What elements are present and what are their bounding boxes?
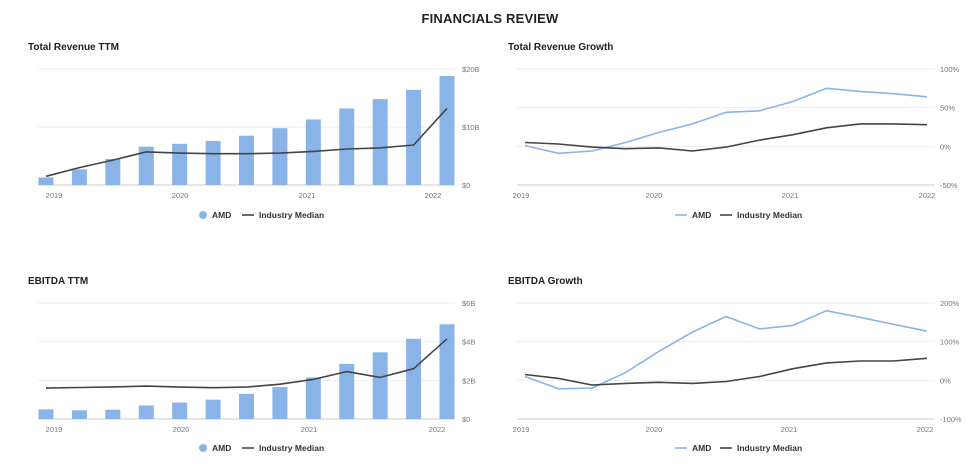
x-tick-label: 2021 [782,191,799,200]
legend-label-amd[interactable]: AMD [212,210,231,220]
panel-title-total-revenue-growth: Total Revenue Growth [508,42,614,53]
bar-amd [372,352,388,419]
x-tick-label: 2022 [425,191,442,200]
line-amd [524,309,928,390]
x-tick-label: 2022 [917,425,934,434]
bar-amd [339,108,355,185]
legend-label-industry-median[interactable]: Industry Median [737,443,802,453]
page-title: FINANCIALS REVIEW [421,11,559,26]
x-tick-label: 2020 [646,191,663,200]
bar-amd [38,409,54,419]
legend-label-industry-median[interactable]: Industry Median [259,210,324,220]
bar-amd [38,177,54,185]
bar-amd [439,75,455,185]
x-tick-label: 2022 [429,425,446,434]
x-tick-label: 2021 [299,191,316,200]
bar-amd [105,409,121,419]
x-tick-label: 2020 [173,425,190,434]
bar-amd [272,387,288,419]
x-tick-label: 2020 [646,425,663,434]
line-industry-median [524,123,928,152]
bar-amd [71,169,87,185]
panel-title-ebitda-growth: EBITDA Growth [508,276,583,287]
line-industry-median [45,107,448,178]
x-tick-label: 2021 [781,425,798,434]
bar-amd [339,363,355,419]
y-tick-label: 200% [940,299,960,308]
bar-amd [71,410,87,419]
y-tick-label: -100% [940,415,962,424]
bar-amd [172,143,188,185]
y-tick-label: 0% [940,142,951,151]
bar-amd [272,128,288,185]
y-tick-label: $2B [462,376,475,385]
bar-amd [305,119,321,185]
bar-amd [239,393,254,419]
y-tick-label: $0 [462,415,470,424]
y-tick-label: 50% [940,104,955,113]
legend-label-amd[interactable]: AMD [212,443,231,453]
x-tick-label: 2020 [172,191,189,200]
line-industry-median [524,357,928,386]
legend-label-amd[interactable]: AMD [692,210,711,220]
bar-amd [406,89,422,185]
y-tick-label: 100% [940,338,960,347]
legend-label-industry-median[interactable]: Industry Median [259,443,324,453]
x-tick-label: 2021 [301,425,318,434]
line-industry-median [45,338,448,389]
legend-label-amd[interactable]: AMD [692,443,711,453]
bar-amd [406,338,422,419]
bar-amd [138,405,154,419]
legend-marker-amd[interactable] [199,444,207,452]
y-tick-label: -50% [940,181,958,190]
x-tick-label: 2019 [46,191,63,200]
bar-amd [172,402,188,419]
bar-amd [372,99,388,185]
y-tick-label: 0% [940,376,951,385]
bar-amd [205,399,221,419]
x-tick-label: 2022 [919,191,936,200]
bar-amd [305,377,321,419]
y-tick-label: $0 [462,181,470,190]
panel-title-ebitda-ttm: EBITDA TTM [28,276,89,287]
line-amd [524,87,928,155]
y-tick-label: $4B [462,338,475,347]
x-tick-label: 2019 [46,425,63,434]
bar-amd [105,158,121,185]
bar-amd [205,140,221,185]
y-tick-label: $10B [462,123,480,132]
y-tick-label: 100% [940,65,960,74]
panel-title-total-revenue-ttm: Total Revenue TTM [28,42,119,53]
legend-label-industry-median[interactable]: Industry Median [737,210,802,220]
y-tick-label: $6B [462,299,475,308]
bar-amd [239,135,254,185]
bar-amd [138,146,154,185]
y-tick-label: $20B [462,65,480,74]
x-tick-label: 2019 [513,191,530,200]
bar-amd [439,324,455,419]
x-tick-label: 2019 [513,425,530,434]
legend-marker-amd[interactable] [199,211,207,219]
